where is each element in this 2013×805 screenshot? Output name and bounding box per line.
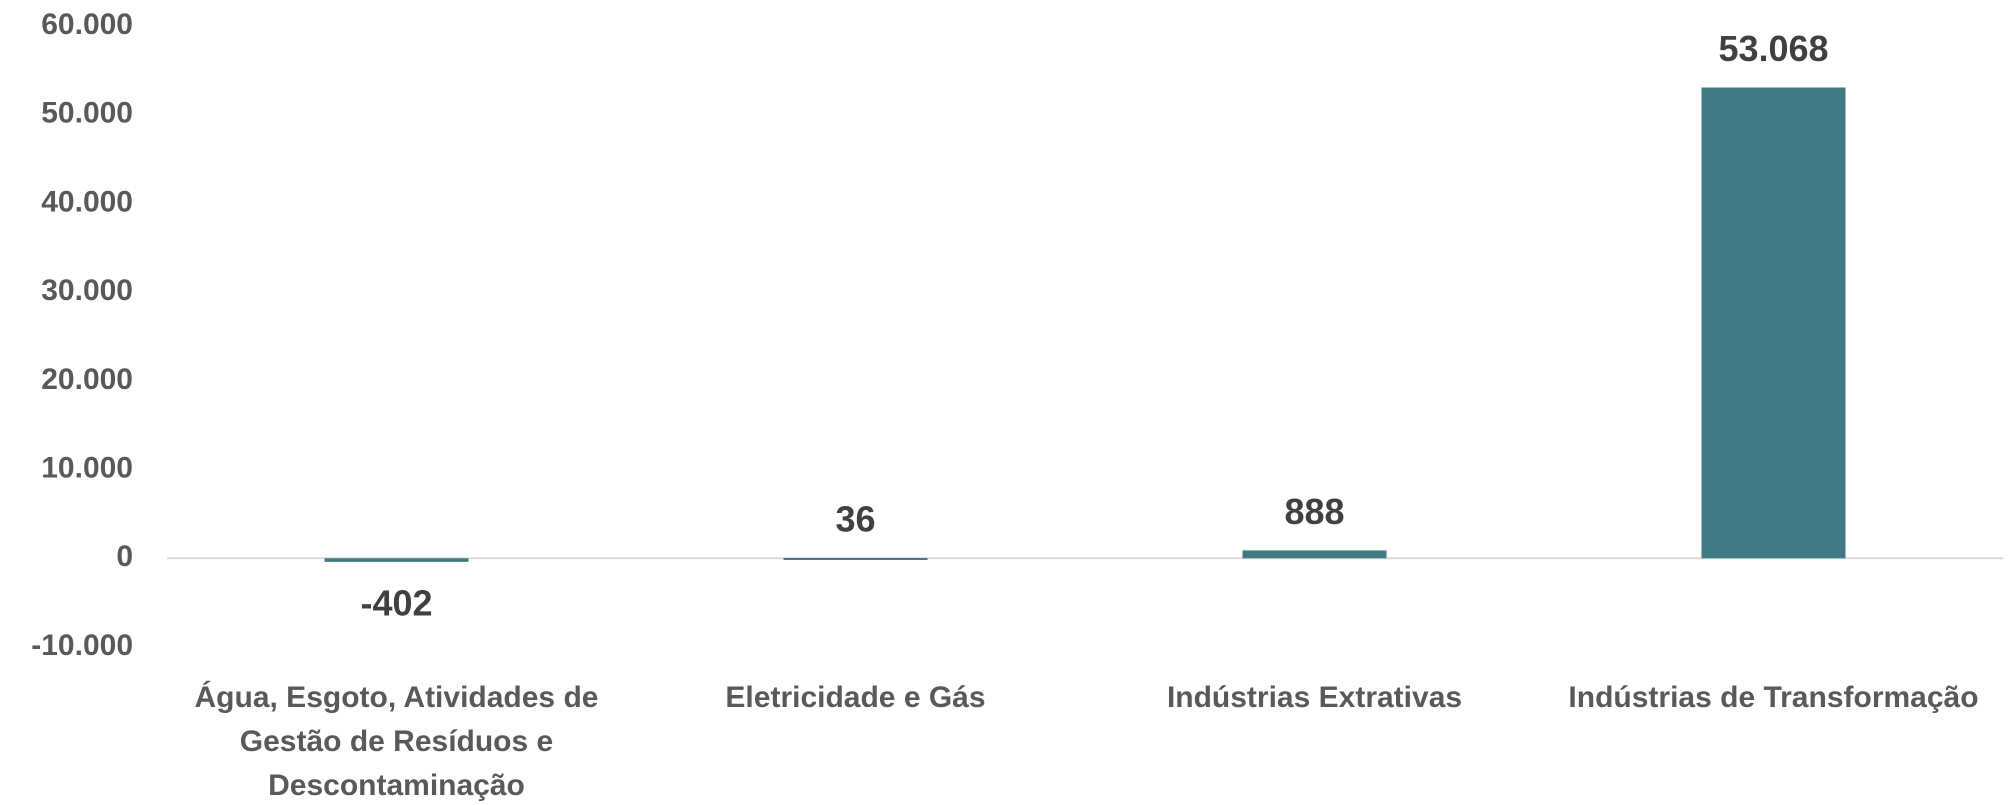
y-tick-label: 40.000 <box>41 185 133 218</box>
y-tick-label: 0 <box>116 540 133 573</box>
bar <box>783 557 928 560</box>
y-tick-label: 10.000 <box>41 451 133 484</box>
y-tick-label: 20.000 <box>41 363 133 396</box>
y-tick-label: 50.000 <box>41 97 133 130</box>
data-label: -402 <box>360 582 432 623</box>
y-tick-label: 60.000 <box>41 8 133 41</box>
x-tick-label: Eletricidade e Gás <box>725 681 986 714</box>
y-tick-label: 30.000 <box>41 274 133 307</box>
x-tick-label: Água, Esgoto, Atividades de Gestão de Re… <box>194 681 599 802</box>
bar <box>324 558 469 562</box>
bar <box>1242 550 1387 559</box>
bar <box>1701 87 1846 559</box>
data-label: 888 <box>1284 491 1344 532</box>
x-tick-label: Indústrias Extrativas <box>1166 681 1463 714</box>
x-tick-label: Indústrias de Transformação <box>1568 681 1979 714</box>
data-label: 53.068 <box>1718 28 1828 69</box>
data-label: 36 <box>835 498 875 539</box>
y-tick-label: -10.000 <box>31 629 133 662</box>
